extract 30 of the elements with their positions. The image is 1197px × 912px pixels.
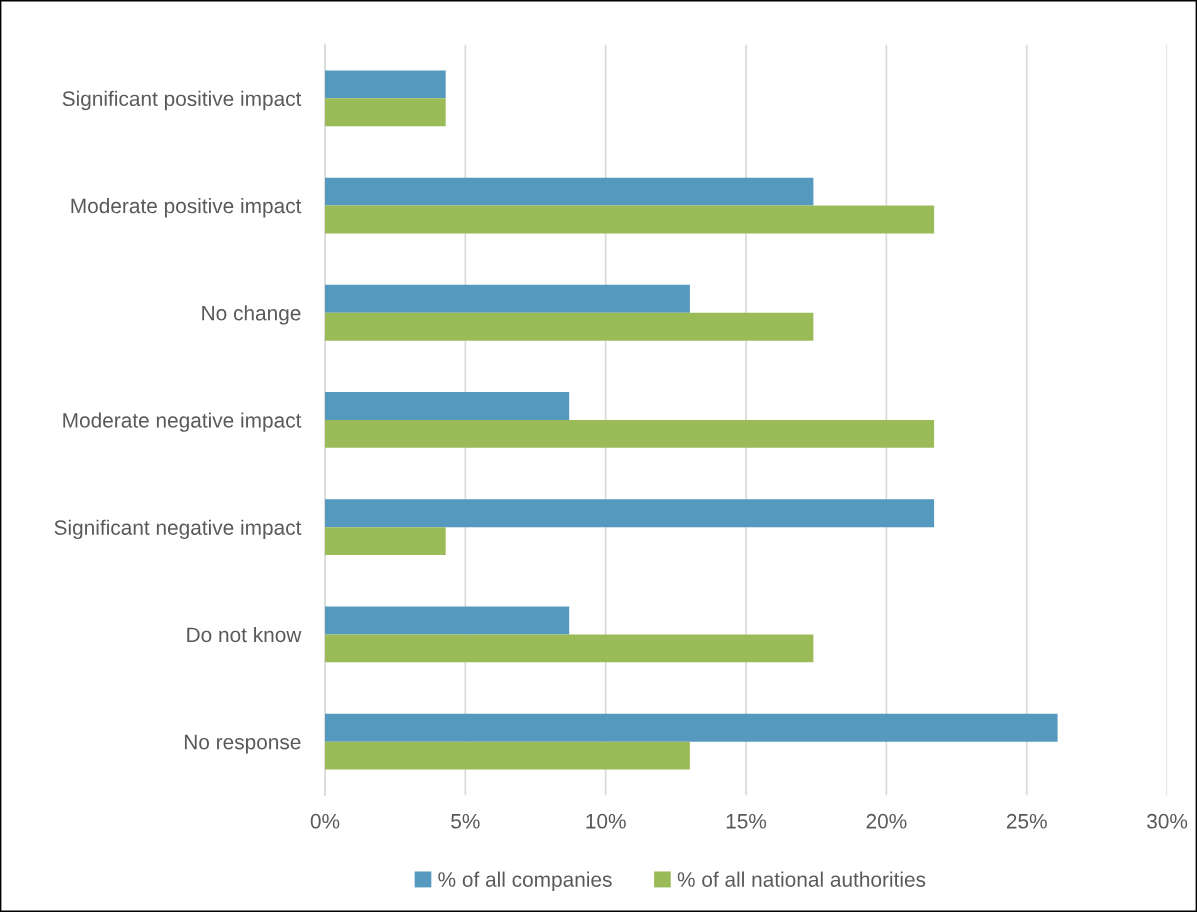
bar [324,419,935,448]
y-tick-label: Moderate negative impact [63,412,302,432]
bar [324,205,935,234]
y-tick-label: Significant negative impact [54,519,302,540]
legend-label: % of all national authorities [677,871,926,887]
x-tick-label: 5% [451,813,480,829]
bar [324,98,446,127]
bar [324,70,446,99]
bar [324,713,1058,742]
y-tick-label: No response [184,734,301,754]
bar [324,312,814,341]
y-tick-label: Do not know [187,626,302,643]
bar [324,741,690,770]
bar [324,634,814,663]
x-tick-label: 15% [726,813,767,829]
x-tick-label: 10% [586,813,626,829]
bar [324,527,446,556]
bar [324,499,935,528]
bar [324,392,570,420]
bar [324,606,570,635]
bar [324,177,814,206]
x-tick-label: 25% [1006,813,1047,829]
x-tick-label: 20% [866,813,907,829]
y-tick-label: Significant positive impact [62,90,302,111]
y-tick-label: Moderate positive impact [71,197,302,218]
x-tick-label: 0% [310,813,340,829]
x-tick-label: 30% [1147,813,1188,829]
bar [324,284,690,313]
legend-label: % of all companies [438,871,612,891]
y-tick-label: No change [202,305,301,325]
